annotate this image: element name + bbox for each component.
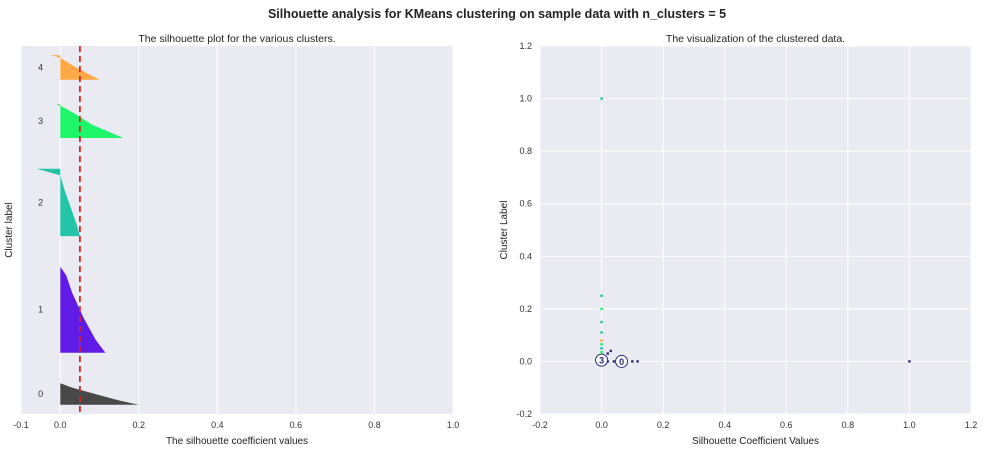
right-x-tick-label: 1.2 — [965, 420, 978, 430]
scatter-point — [636, 360, 639, 363]
right-x-axis-label: Silhouette Coefficient Values — [692, 436, 819, 447]
right-gridlines — [539, 45, 972, 415]
silhouette-bands — [36, 46, 139, 414]
right-y-axis-label: Cluster Label — [499, 201, 510, 260]
cluster-center-label: 3 — [599, 356, 604, 366]
right-x-tick-label: -0.2 — [532, 420, 548, 430]
silhouette-band-cluster-1 — [60, 266, 106, 353]
scatter-point — [600, 343, 603, 346]
cluster-label-0: 0 — [38, 389, 43, 399]
right-y-tick-label: 0.4 — [519, 251, 532, 261]
left-x-tick-label: 0.0 — [54, 420, 67, 430]
silhouette-band-cluster-4 — [48, 55, 100, 80]
scatter-point — [609, 349, 613, 353]
silhouette-band-cluster-2 — [36, 168, 80, 237]
left-tick-labels: -0.1 0.0 0.2 0.4 0.6 0.8 1.0 0 1 2 3 4 — [13, 62, 459, 430]
scatter-point — [600, 351, 603, 354]
right-y-tick-label: 0.2 — [519, 304, 532, 314]
scatter-point — [631, 360, 634, 363]
left-x-tick-label: -0.1 — [13, 420, 29, 430]
left-x-tick-label: 0.2 — [133, 420, 146, 430]
right-x-tick-label: 0.8 — [842, 420, 855, 430]
left-x-tick-label: 0.8 — [368, 420, 381, 430]
scatter-point — [600, 331, 603, 334]
left-x-axis-label: The silhouette coefficient values — [166, 436, 308, 447]
right-chart-title: The visualization of the clustered data. — [666, 33, 845, 45]
right-x-tick-label: 0.6 — [780, 420, 793, 430]
right-y-tick-label: 0.0 — [519, 356, 532, 366]
right-x-tick-label: 0.0 — [595, 420, 608, 430]
right-y-tick-label: 1.2 — [519, 41, 532, 51]
cluster-label-1: 1 — [38, 305, 43, 315]
left-chart-title: The silhouette plot for the various clus… — [138, 33, 335, 45]
left-x-tick-label: 1.0 — [447, 420, 460, 430]
scatter-point — [600, 294, 603, 297]
scatter-point — [600, 320, 603, 324]
right-x-tick-label: 1.0 — [903, 420, 916, 430]
right-y-tick-label: -0.2 — [516, 409, 532, 419]
scatter-point — [600, 307, 603, 311]
cluster-label-4: 4 — [38, 62, 43, 72]
left-y-axis-label: Cluster label — [4, 202, 15, 258]
silhouette-band-cluster-3 — [56, 104, 124, 138]
scatter-point — [600, 347, 603, 350]
figure-suptitle: Silhouette analysis for KMeans clusterin… — [268, 7, 726, 21]
scatter-point — [612, 360, 616, 363]
scatter-point — [600, 339, 603, 342]
right-x-tick-label: 0.2 — [657, 420, 670, 430]
silhouette-plot: -0.1 0.0 0.2 0.4 0.6 0.8 1.0 0 1 2 3 4 The silhouet… — [4, 33, 459, 447]
right-y-tick-label: 0.6 — [519, 199, 532, 209]
right-tick-labels: -0.2 0.0 0.2 0.4 0.6 0.8 1.0 1.2 -0.2 0.0 0.2 0.4 0.… — [516, 41, 977, 430]
cluster-center-marker — [595, 353, 609, 367]
cluster-center-marker — [615, 354, 629, 368]
scatter-point — [600, 97, 603, 100]
left-x-tick-label: 0.6 — [290, 420, 303, 430]
cluster-center-label: 0 — [619, 357, 624, 367]
cluster-label-2: 2 — [38, 197, 43, 207]
left-gridlines — [20, 46, 454, 414]
scatter-point — [606, 352, 609, 355]
right-x-tick-label: 0.4 — [718, 420, 731, 430]
right-y-tick-label: 1.0 — [519, 94, 532, 104]
left-plot-background — [21, 46, 453, 414]
scatter-point — [908, 360, 911, 363]
right-y-tick-label: 0.8 — [519, 146, 532, 156]
left-x-tick-label: 0.4 — [211, 420, 224, 430]
cluster-label-3: 3 — [38, 116, 43, 126]
right-plot-background — [540, 46, 971, 414]
